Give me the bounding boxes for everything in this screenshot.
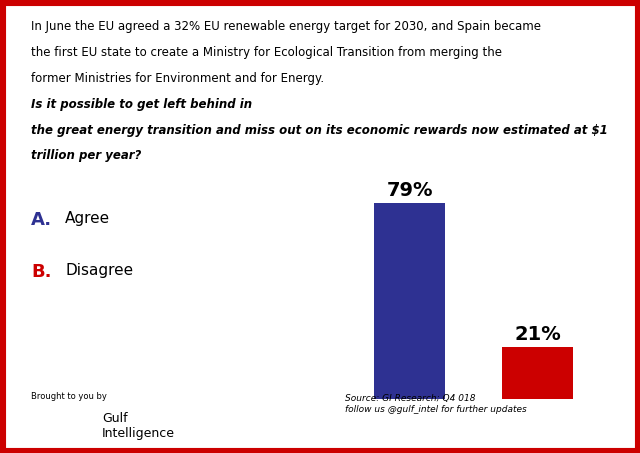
Text: A.: A. <box>31 211 52 229</box>
Text: the first EU state to create a: the first EU state to create a <box>31 46 203 59</box>
Bar <box>374 203 445 399</box>
Text: GIO: GIO <box>25 414 65 433</box>
Text: the first EU state to create a: the first EU state to create a <box>31 46 203 59</box>
Text: Agree: Agree <box>65 211 110 226</box>
Text: B.: B. <box>31 263 52 281</box>
Text: trillion per year?: trillion per year? <box>31 149 141 163</box>
Text: Brought to you by: Brought to you by <box>31 392 107 401</box>
Text: Source: GI Research; Q4 018
follow us @gulf_intel for further updates: Source: GI Research; Q4 018 follow us @g… <box>344 394 526 414</box>
Text: the first EU state to create a Ministry for Ecological Transition from merging t: the first EU state to create a Ministry … <box>31 46 502 59</box>
Text: Gulf
Intelligence: Gulf Intelligence <box>102 412 175 440</box>
Text: In June the EU agreed a 32% EU renewable energy target for 2030, and Spain becam: In June the EU agreed a 32% EU renewable… <box>31 20 541 34</box>
Text: the great energy transition and miss out on its economic rewards now estimated a: the great energy transition and miss out… <box>31 124 608 137</box>
Text: Disagree: Disagree <box>65 263 133 278</box>
Text: 79%: 79% <box>387 181 433 200</box>
Text: Is it possible to get left behind in: Is it possible to get left behind in <box>31 98 252 111</box>
Text: former Ministries for Environment and for Energy.: former Ministries for Environment and fo… <box>31 72 328 85</box>
Bar <box>502 347 573 399</box>
Text: 21%: 21% <box>514 325 561 344</box>
